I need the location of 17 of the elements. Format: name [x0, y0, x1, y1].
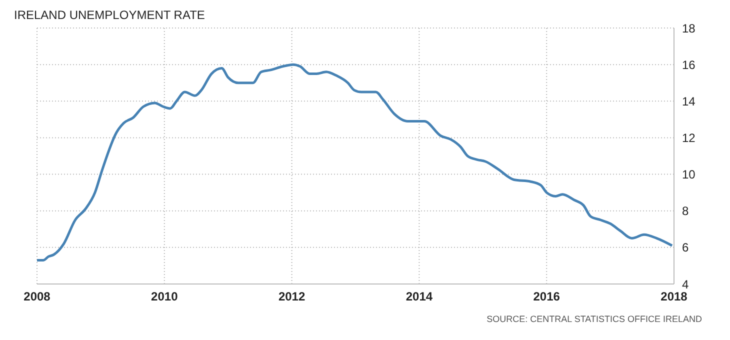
x-tick-label: 2014: [406, 290, 433, 304]
x-tick-label: 2010: [151, 290, 178, 304]
x-tick-label: 2016: [533, 290, 560, 304]
y-tick-label: 10: [682, 168, 696, 182]
y-tick-label: 18: [682, 21, 696, 36]
y-tick-label: 16: [682, 58, 696, 72]
x-tick-label: 2012: [278, 290, 306, 304]
y-tick-label: 6: [682, 240, 689, 255]
y-tick-label: 14: [682, 94, 696, 108]
y-tick-label: 12: [682, 130, 696, 145]
x-tick-label: 2018: [660, 290, 688, 304]
source-note: SOURCE: CENTRAL STATISTICS OFFICE IRELAND: [486, 314, 702, 324]
x-tick-label: 2008: [24, 290, 51, 304]
y-tick-label: 4: [682, 277, 689, 292]
y-tick-label: 8: [682, 204, 689, 218]
chart-title: IRELAND UNEMPLOYMENT RATE: [14, 8, 205, 22]
line-series: [37, 63, 674, 262]
